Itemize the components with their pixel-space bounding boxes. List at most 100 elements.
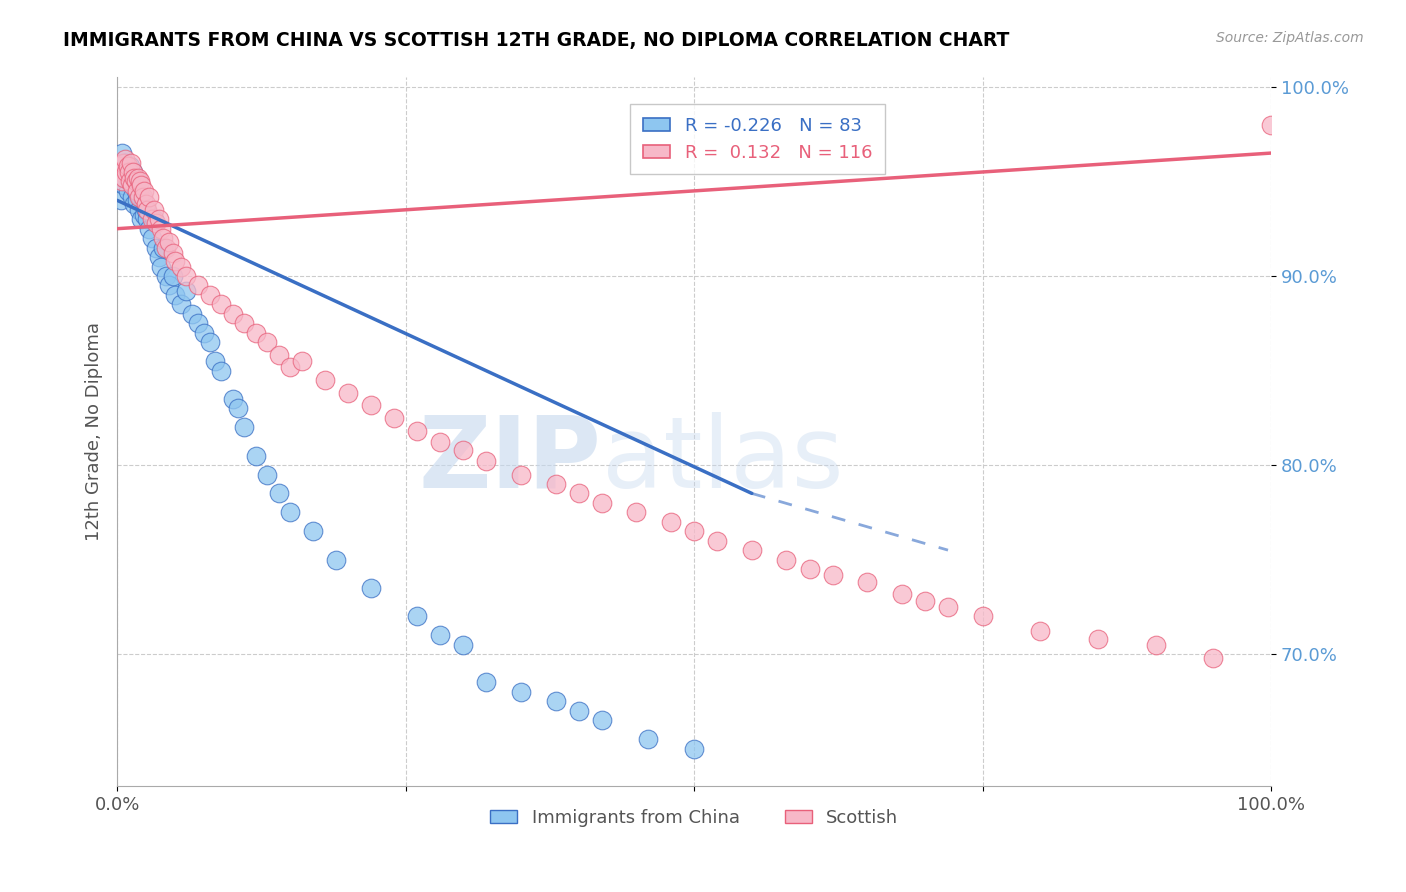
Point (162, 246, 184, 260)
Point (117, 184, 139, 198)
Point (111, 174, 134, 188)
Point (278, 359, 301, 374)
Point (181, 307, 204, 321)
Point (510, 685, 533, 699)
Point (314, 373, 336, 387)
Point (125, 194, 148, 208)
Point (117, 159, 139, 173)
Point (114, 155, 136, 169)
Text: IMMIGRANTS FROM CHINA VS SCOTTISH 12TH GRADE, NO DIPLOMA CORRELATION CHART: IMMIGRANTS FROM CHINA VS SCOTTISH 12TH G… (63, 31, 1010, 50)
Point (150, 260, 173, 274)
Point (111, 155, 134, 169)
Point (120, 170, 142, 185)
Point (162, 268, 184, 283)
Point (233, 316, 256, 330)
Point (152, 231, 174, 245)
Point (291, 354, 314, 368)
Point (775, 552, 797, 566)
Point (124, 174, 146, 188)
Point (821, 567, 844, 582)
Point (936, 599, 959, 614)
Point (187, 278, 209, 293)
Point (155, 241, 177, 255)
Point (799, 562, 821, 576)
Point (127, 170, 149, 185)
Point (1260, 118, 1282, 132)
Point (544, 477, 567, 491)
Point (914, 594, 936, 608)
Point (143, 212, 166, 227)
Point (683, 741, 706, 756)
Point (145, 241, 167, 255)
Point (136, 212, 159, 227)
Point (267, 486, 290, 500)
Point (221, 307, 243, 321)
Point (148, 250, 170, 264)
Point (108, 165, 131, 179)
Point (152, 241, 174, 255)
Point (336, 386, 359, 401)
Point (544, 694, 567, 708)
Point (155, 268, 177, 283)
Point (141, 212, 163, 227)
Point (157, 235, 180, 249)
Point (131, 189, 153, 203)
Point (176, 284, 198, 298)
Point (138, 221, 160, 235)
Point (132, 184, 155, 198)
Point (135, 202, 157, 217)
Point (406, 609, 429, 624)
Point (382, 410, 405, 425)
Point (169, 297, 191, 311)
Y-axis label: 12th Grade, No Diploma: 12th Grade, No Diploma (86, 323, 103, 541)
Point (111, 146, 134, 161)
Point (856, 575, 879, 590)
Point (135, 197, 157, 211)
Point (148, 212, 170, 227)
Point (110, 165, 132, 179)
Point (124, 197, 146, 211)
Point (187, 316, 209, 330)
Point (1029, 624, 1052, 639)
Point (111, 170, 134, 185)
Point (127, 174, 149, 188)
Point (429, 628, 451, 642)
Point (209, 363, 232, 377)
Point (278, 505, 301, 519)
Point (118, 174, 141, 188)
Point (360, 398, 382, 412)
Point (124, 184, 146, 198)
Point (131, 212, 153, 227)
Point (122, 165, 145, 179)
Point (145, 216, 167, 230)
Point (683, 524, 706, 539)
Point (228, 401, 250, 416)
Point (302, 524, 325, 539)
Point (475, 675, 498, 690)
Point (120, 155, 142, 169)
Point (150, 221, 173, 235)
Point (114, 152, 136, 166)
Point (209, 297, 232, 311)
Point (131, 194, 153, 208)
Point (128, 202, 150, 217)
Point (163, 288, 186, 302)
Point (256, 335, 278, 350)
Point (129, 189, 152, 203)
Point (198, 335, 221, 350)
Point (890, 586, 912, 600)
Point (132, 209, 155, 223)
Point (204, 354, 226, 368)
Text: ZIP: ZIP (419, 412, 602, 508)
Point (659, 515, 682, 529)
Text: atlas: atlas (602, 412, 844, 508)
Point (591, 714, 613, 728)
Point (110, 194, 132, 208)
Point (176, 268, 198, 283)
Point (198, 288, 221, 302)
Point (128, 189, 150, 203)
Point (221, 392, 243, 406)
Point (169, 260, 191, 274)
Point (121, 178, 143, 193)
Point (122, 165, 145, 179)
